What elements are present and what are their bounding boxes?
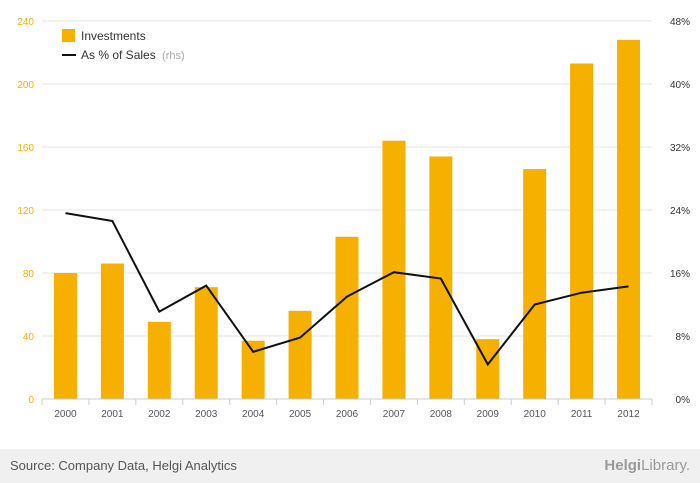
x-tick-label: 2004 <box>242 409 265 420</box>
x-tick-label: 2006 <box>336 409 359 420</box>
investment-bar <box>382 140 406 399</box>
sales-percentage-line <box>65 212 629 367</box>
x-tick-label: 2000 <box>54 409 77 420</box>
right-tick-label: 48% <box>670 17 690 28</box>
legend-sales-suffix: (rhs) <box>162 50 185 62</box>
investment-bars <box>53 39 641 400</box>
legend-investments-swatch <box>62 29 75 42</box>
right-tick-label: 0% <box>676 395 691 406</box>
x-tick-label: 2010 <box>524 409 547 420</box>
x-tick-label: 2009 <box>477 409 500 420</box>
right-tick-label: 32% <box>670 143 690 154</box>
right-axis-ticks: 0% 8% 16% 24% 32% 40% 48% <box>670 17 690 406</box>
footer: Source: Company Data, Helgi Analytics He… <box>0 449 700 483</box>
x-tick-label: 2003 <box>195 409 218 420</box>
chart: 2000 2001 2002 2003 2004 2005 2006 2007 2008 2009… <box>17 17 690 420</box>
right-tick-label: 8% <box>676 332 691 343</box>
legend: Investments As % of Sales (rhs) <box>62 29 185 62</box>
right-tick-label: 40% <box>670 80 690 91</box>
investment-bar <box>147 321 171 399</box>
right-tick-label: 24% <box>670 206 690 217</box>
x-tick-label: 2002 <box>148 409 171 420</box>
left-tick-label: 240 <box>17 17 34 28</box>
grid-lines <box>42 20 652 337</box>
investment-bar <box>288 310 312 399</box>
left-tick-label: 160 <box>17 143 34 154</box>
investment-bar <box>335 236 359 399</box>
logo-main: Helgi <box>604 457 642 474</box>
investment-bar <box>617 39 641 400</box>
logo-light: Library. <box>641 457 690 474</box>
legend-sales-label: As % of Sales (rhs) <box>81 48 185 62</box>
investment-bar <box>194 287 218 399</box>
helgi-library-logo: HelgiLibrary. <box>604 457 690 474</box>
left-axis-ticks: 0 40 80 120 160 200 240 <box>17 17 34 406</box>
x-tick-label: 2001 <box>101 409 124 420</box>
investment-bar <box>100 263 124 399</box>
left-tick-label: 120 <box>17 206 34 217</box>
x-tick-label: 2012 <box>617 409 640 420</box>
investment-bar <box>241 340 265 399</box>
x-tick-label: 2008 <box>430 409 453 420</box>
source-note: Source: Company Data, Helgi Analytics <box>10 458 237 473</box>
investment-bar <box>570 63 594 400</box>
x-tick-label: 2005 <box>289 409 312 420</box>
left-tick-label: 80 <box>23 269 35 280</box>
legend-sales-name: As % of Sales <box>81 48 156 62</box>
investment-bar <box>53 273 77 399</box>
x-tick-label: 2007 <box>383 409 406 420</box>
x-axis: 2000 2001 2002 2003 2004 2005 2006 2007 2008 2009… <box>41 398 653 420</box>
left-tick-label: 200 <box>17 80 34 91</box>
legend-investments-label: Investments <box>81 29 146 43</box>
left-tick-label: 40 <box>23 332 35 343</box>
x-tick-label: 2011 <box>571 409 593 420</box>
left-tick-label: 0 <box>28 395 34 406</box>
right-tick-label: 16% <box>670 269 690 280</box>
investment-bar <box>523 169 547 399</box>
